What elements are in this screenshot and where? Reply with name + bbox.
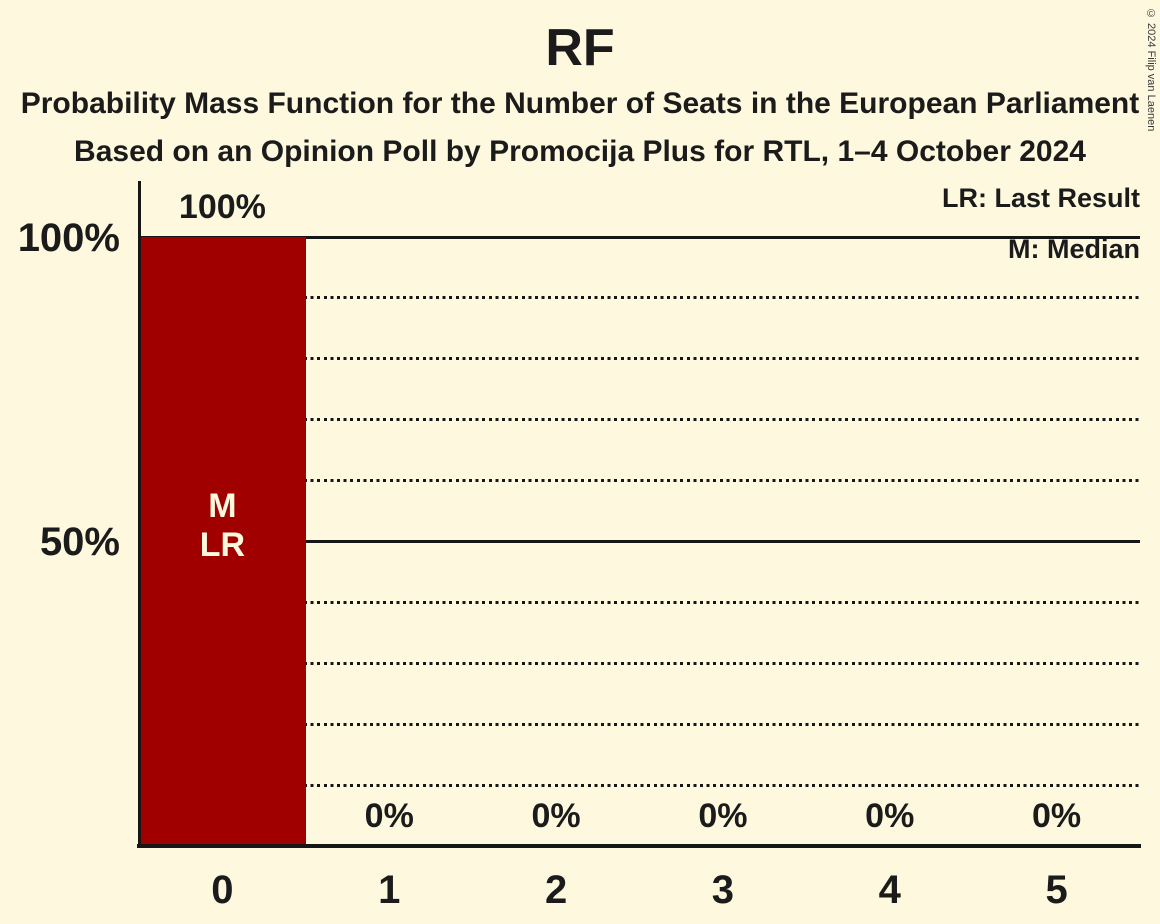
gridline-dotted-90 xyxy=(139,296,1140,300)
legend-median: M: Median xyxy=(1008,234,1140,264)
x-axis-line xyxy=(137,844,1141,848)
value-label-5: 0% xyxy=(1032,797,1082,835)
y-axis-label-100: 100% xyxy=(17,216,120,260)
gridline-dotted-80 xyxy=(139,357,1140,361)
copyright-notice: © 2024 Filip van Laenen xyxy=(1145,8,1157,132)
value-label-1: 0% xyxy=(364,797,414,835)
bar-annotation-text: M LR xyxy=(199,486,246,564)
gridline-solid-50 xyxy=(139,540,1140,543)
y-axis-label-50: 50% xyxy=(39,520,120,564)
x-tick-label-4: 4 xyxy=(878,868,901,912)
x-tick-label-5: 5 xyxy=(1045,868,1068,912)
value-label-2: 0% xyxy=(531,797,581,835)
gridline-dotted-10 xyxy=(139,783,1140,787)
gridline-dotted-60 xyxy=(139,479,1140,483)
gridline-solid-100 xyxy=(139,235,1140,239)
x-tick-label-1: 1 xyxy=(378,868,401,912)
bar-annotation-0: M LR xyxy=(139,237,306,846)
value-label-0: 100% xyxy=(178,188,266,226)
chart-title: RF xyxy=(545,19,615,77)
y-axis-line xyxy=(138,181,141,848)
gridline-dotted-30 xyxy=(139,661,1140,665)
gridline-dotted-20 xyxy=(139,722,1140,726)
chart-subtitle-line1: Probability Mass Function for the Number… xyxy=(20,87,1140,120)
x-tick-label-0: 0 xyxy=(211,868,234,912)
gridline-dotted-40 xyxy=(139,600,1140,604)
chart-subtitle-line2: Based on an Opinion Poll by Promocija Pl… xyxy=(74,135,1086,168)
bar-seats-0 xyxy=(139,237,306,846)
legend-last-result: LR: Last Result xyxy=(941,183,1140,213)
value-label-4: 0% xyxy=(865,797,915,835)
x-tick-label-3: 3 xyxy=(711,868,735,912)
gridline-dotted-70 xyxy=(139,418,1140,422)
x-tick-label-2: 2 xyxy=(544,868,568,912)
value-label-3: 0% xyxy=(698,797,748,835)
